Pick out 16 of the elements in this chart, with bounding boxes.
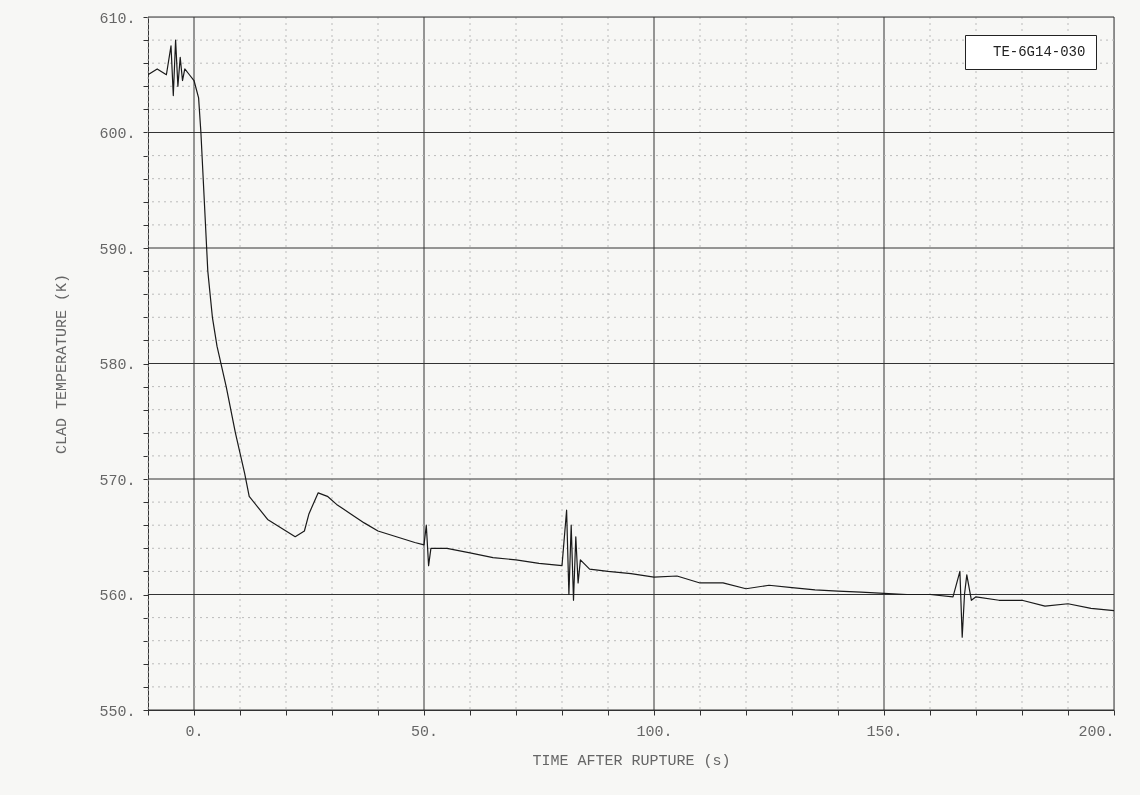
y-tick-label: 580.	[99, 357, 136, 374]
y-tick-label: 600.	[99, 126, 136, 143]
line-series	[148, 39, 1114, 638]
x-tick-label: 0.	[185, 723, 204, 741]
y-tick-label: 590.	[99, 241, 136, 259]
x-tick-label: 100.	[636, 723, 673, 741]
y-tick-label: 610.	[99, 10, 136, 28]
x-tick-label: 50.	[410, 723, 439, 741]
y-tick-label: 550.	[99, 703, 136, 721]
text: TE-6G14-030	[993, 44, 1086, 60]
x-tick-label: 150.	[866, 723, 903, 741]
y-tick-label: 560.	[99, 588, 136, 605]
x-axis-title: TIME AFTER RUPTURE (s)	[532, 752, 731, 770]
y-tick-label: 570.	[99, 472, 136, 490]
y-axis-title: CLAD TEMPERATURE (K)	[54, 273, 72, 455]
x-tick-label: 200.	[1078, 723, 1115, 741]
